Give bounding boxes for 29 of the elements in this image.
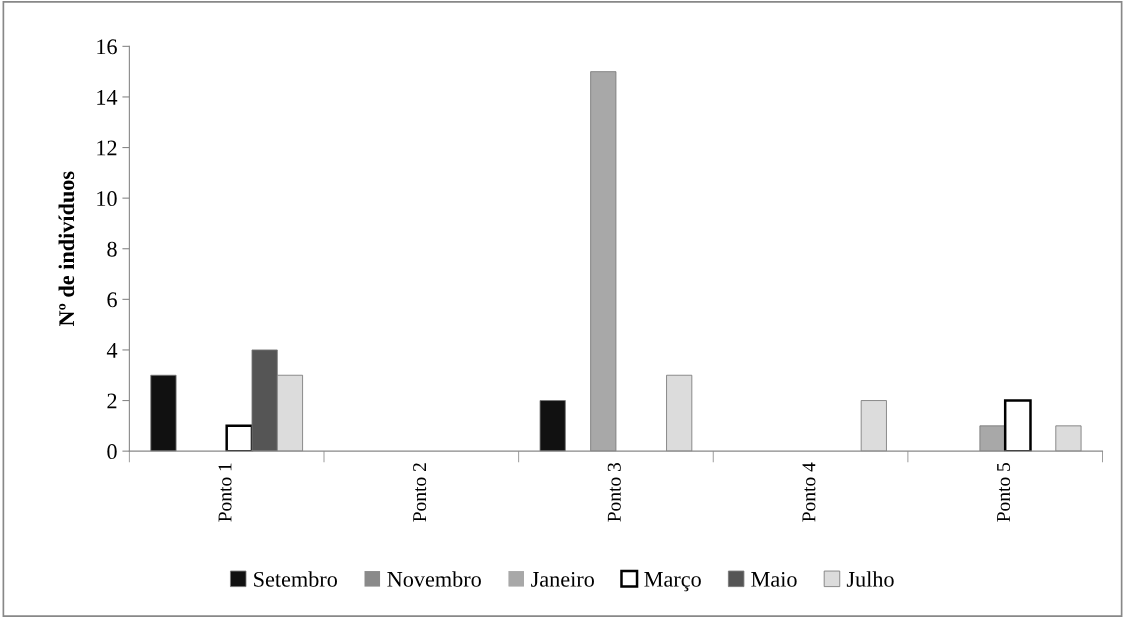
legend-label: Março xyxy=(644,572,701,592)
legend-label: Julho xyxy=(846,571,894,587)
bar xyxy=(1003,399,1032,452)
bar xyxy=(539,400,566,452)
legend-label: Setembro xyxy=(254,571,337,587)
bar xyxy=(979,425,1006,452)
y-tick-label: 16 xyxy=(97,39,117,55)
bar xyxy=(150,374,177,452)
y-tick-label: 4 xyxy=(106,343,118,358)
x-tick-label: Ponto 4 xyxy=(802,462,816,522)
legend-label: Janeiro xyxy=(531,571,594,587)
legend-label: Maio xyxy=(751,571,797,587)
bar xyxy=(1055,425,1082,452)
x-tick-label: Ponto 3 xyxy=(607,463,621,522)
y-axis-title: Nº de indivíduos xyxy=(58,171,75,327)
bar xyxy=(860,400,887,452)
y-tick-label: 10 xyxy=(97,191,117,207)
y-tick-label: 2 xyxy=(107,393,117,409)
y-tick-label: 12 xyxy=(97,140,117,156)
y-tick-label: 8 xyxy=(107,241,117,257)
y-tick-label: 14 xyxy=(97,89,118,105)
x-tick-label: Ponto 1 xyxy=(218,463,232,522)
y-tick-label: 0 xyxy=(107,444,117,460)
y-tick-label: 6 xyxy=(107,292,117,308)
x-tick-label: Ponto 2 xyxy=(413,463,427,522)
legend-label: Novembro xyxy=(387,571,481,587)
x-tick-label: Ponto 5 xyxy=(997,463,1011,522)
bar xyxy=(590,71,617,452)
bar xyxy=(666,374,693,452)
